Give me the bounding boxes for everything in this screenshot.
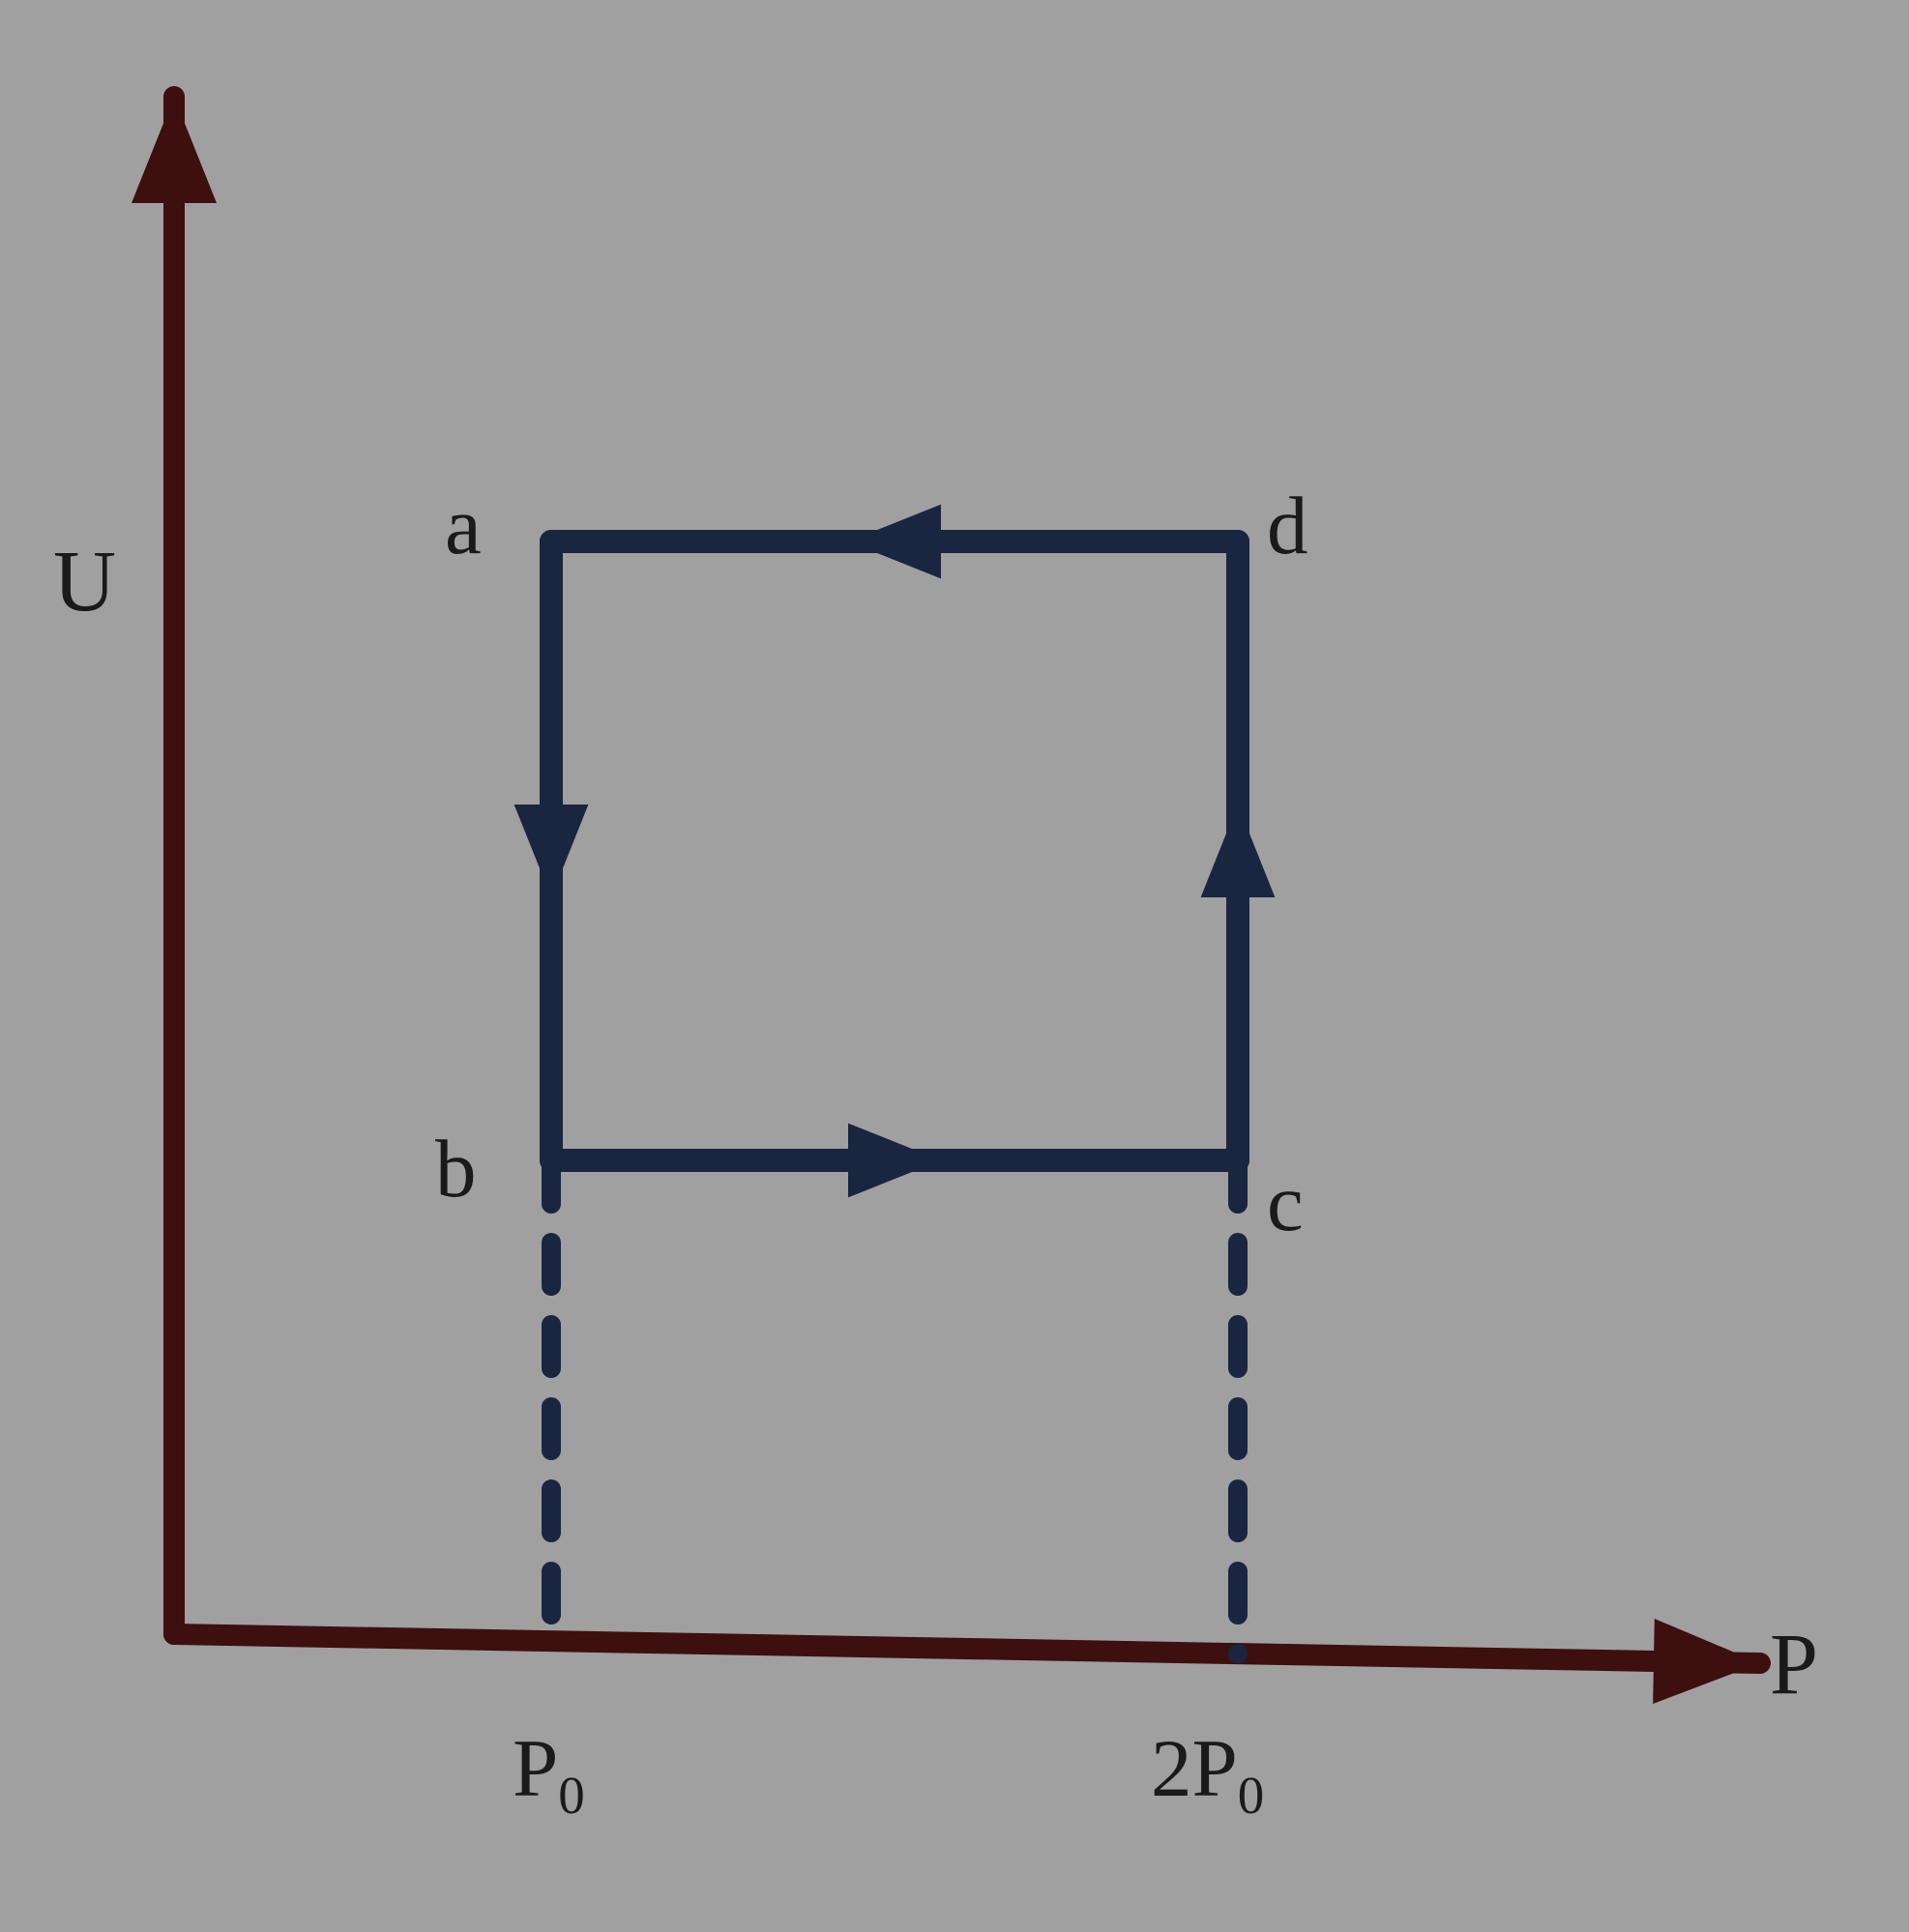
thermodynamic-diagram: U P a b c d P0 2P0 <box>0 0 1909 1932</box>
y-axis-label: U <box>53 532 116 631</box>
point-d-label: d <box>1267 479 1308 573</box>
tick-2p0-label: 2P0 <box>1151 1721 1264 1826</box>
x-axis-label: P <box>1770 1615 1818 1714</box>
point-b-label: b <box>435 1122 477 1216</box>
diagram-svg <box>0 0 1909 1932</box>
tick-p0-label: P0 <box>513 1721 585 1826</box>
point-c-label: c <box>1267 1156 1304 1250</box>
point-a-label: a <box>445 479 482 573</box>
